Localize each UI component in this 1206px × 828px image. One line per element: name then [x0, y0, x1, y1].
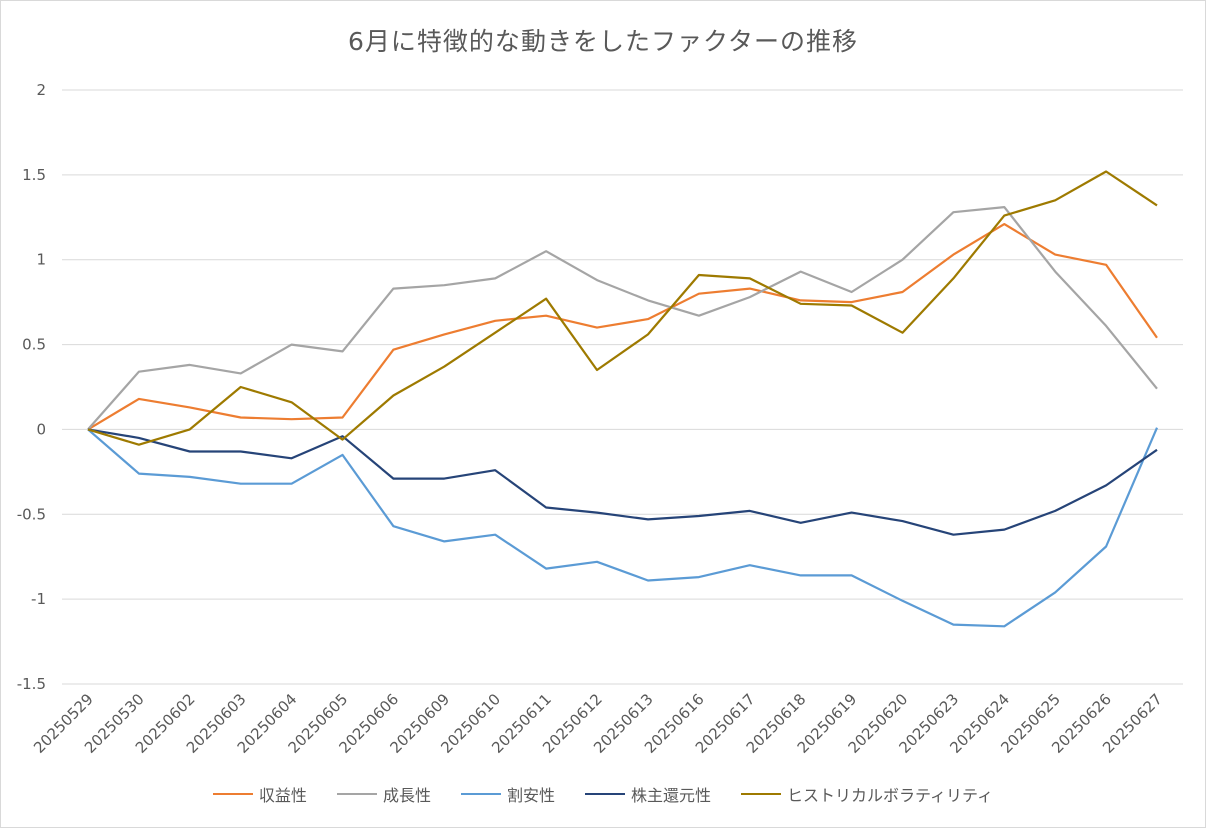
y-tick-label: 0.5 [22, 336, 46, 354]
legend-item-3: 株主還元性 [584, 782, 711, 806]
legend-label: 割安性 [506, 786, 555, 805]
legend-label: ヒストリカルボラティリティ [786, 786, 994, 805]
legend-item-2: 割安性 [460, 782, 555, 806]
legend-swatch [740, 793, 781, 795]
legend: 収益性 成長性 割安性 株主還元性 ヒストリカルボラティリティ [0, 782, 1206, 806]
legend-swatch [460, 793, 501, 795]
series-line-3 [87, 428, 1158, 536]
legend-item-0: 収益性 [212, 782, 307, 806]
series-line-2 [87, 427, 1159, 628]
legend-label: 成長性 [382, 786, 431, 805]
legend-swatch [336, 793, 377, 795]
legend-item-4: ヒストリカルボラティリティ [740, 782, 994, 806]
legend-item-1: 成長性 [336, 782, 431, 806]
series-line-1 [87, 206, 1158, 431]
series-line-0 [87, 223, 1158, 431]
series-line-4 [87, 170, 1158, 446]
chart-title: 6月に特徴的な動きをしたファクターの推移 [348, 27, 858, 56]
legend-swatch [212, 793, 253, 795]
y-tick-label: 2 [36, 81, 46, 99]
legend-label: 株主還元性 [630, 786, 711, 805]
y-tick-label: 1 [36, 251, 46, 269]
y-tick-label: 1.5 [22, 166, 46, 184]
legend-label: 収益性 [258, 786, 307, 805]
y-tick-label: -0.5 [17, 505, 46, 523]
legend-swatch [584, 793, 625, 795]
y-tick-label: 0 [36, 420, 46, 438]
y-tick-label: -1 [31, 590, 46, 608]
y-tick-label: -1.5 [17, 675, 46, 693]
